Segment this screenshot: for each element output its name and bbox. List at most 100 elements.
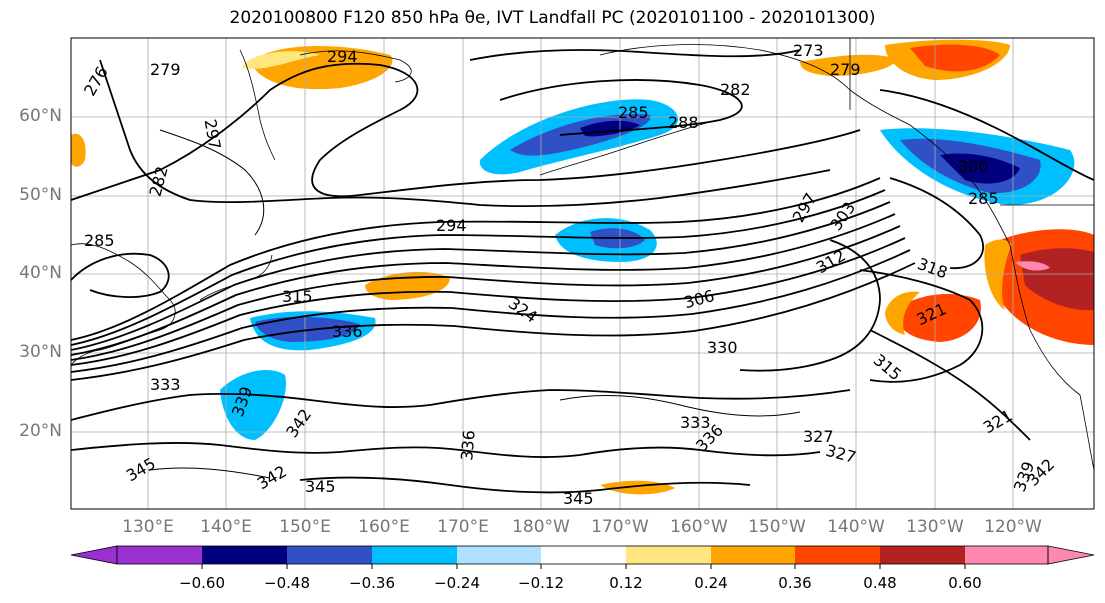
- shade-orange-bottom: [600, 480, 675, 495]
- lat-label-30: 30°N: [19, 342, 62, 362]
- coast-aleutians: [539, 121, 711, 176]
- shade-orange-east-edge: [885, 291, 920, 335]
- contour-label: 336: [457, 429, 479, 461]
- coast-uswest: [1009, 244, 1081, 396]
- contour-ne-1: [879, 89, 1094, 181]
- contour-label: 342: [282, 405, 315, 441]
- contour-label: 327: [824, 441, 858, 467]
- map-frame: [70, 37, 1095, 510]
- shade-yellow-nw: [242, 51, 320, 69]
- contour-jet-1: [71, 177, 881, 341]
- colorbar-tick-label: −0.36: [349, 574, 395, 592]
- shade-orange-ne: [800, 54, 896, 76]
- colorbar-segment-over: [965, 546, 1048, 564]
- colorbar-min-extension: [70, 545, 118, 565]
- shade-orange-left: [71, 133, 86, 167]
- lon-label-130w: 130°W: [906, 517, 964, 537]
- colorbar-segment-6: [626, 546, 711, 564]
- contour-label: 279: [830, 60, 861, 79]
- map-plot-area: 276 279 294 273 279 282 285 288 297 282 …: [71, 38, 1094, 509]
- thin-contour-2: [559, 394, 801, 417]
- contour-east-3: [869, 329, 1031, 441]
- contour-south-3: [299, 476, 751, 494]
- lon-label-140e: 140°E: [200, 517, 252, 537]
- shade-red-ne: [910, 44, 1000, 72]
- contour-label: 306: [682, 286, 716, 312]
- theta-e-contours: [71, 49, 1094, 494]
- contour-label: 285: [618, 103, 649, 122]
- coast-asia: [71, 243, 176, 366]
- colorbar-ticks: [201, 564, 966, 569]
- contour-jet-5: [71, 225, 901, 361]
- thin-contour-3: [149, 467, 271, 479]
- colorbar-max-extension: [1047, 545, 1095, 565]
- lon-label-120w: 120°W: [984, 517, 1042, 537]
- contour-label: 315: [870, 350, 906, 384]
- contour-north-1: [71, 62, 861, 201]
- contour-label: 279: [150, 60, 181, 79]
- colorbar: [70, 545, 1095, 569]
- lat-label-40: 40°N: [19, 263, 62, 283]
- shade-navy-alaska: [940, 153, 1020, 184]
- lon-label-160w: 160°W: [670, 517, 728, 537]
- colorbar-tick-label: −0.48: [264, 574, 310, 592]
- lon-label-160e: 160°E: [358, 517, 410, 537]
- coast-alaska: [599, 44, 911, 126]
- colorbar-segment-8: [795, 546, 880, 564]
- lon-label-150w: 150°W: [748, 517, 806, 537]
- lat-label-60: 60°N: [19, 106, 62, 126]
- lat-label-20: 20°N: [19, 421, 62, 441]
- shade-pink-west-us: [1015, 261, 1050, 271]
- contour-label: 345: [305, 477, 336, 496]
- contour-label: 333: [680, 413, 711, 432]
- colorbar-tick-label: 0.60: [948, 574, 982, 592]
- contour-nw-loop: [71, 252, 170, 298]
- contour-jet-6: [71, 237, 906, 366]
- contour-east-1: [739, 239, 881, 372]
- colorbar-tick-label: −0.12: [518, 574, 564, 592]
- contour-jet-8: [71, 262, 916, 381]
- shade-orange-east: [895, 294, 981, 342]
- contour-label: 330: [707, 338, 738, 357]
- contour-south-2: [71, 442, 821, 458]
- contour-jet-7: [71, 249, 911, 373]
- lat-label-50: 50°N: [19, 185, 62, 205]
- contour-jet-4: [71, 213, 896, 356]
- colorbar-segment-1: [202, 546, 287, 564]
- colorbar-tick-label: −0.24: [434, 574, 480, 592]
- contour-jet-3: [71, 201, 891, 351]
- contour-label: 294: [327, 47, 358, 66]
- colorbar-segment-under: [117, 546, 202, 564]
- lon-label-130e: 130°E: [122, 517, 174, 537]
- colorbar-tick-label: 0.36: [778, 574, 812, 592]
- contour-east-2: [859, 269, 984, 383]
- thin-contour-1: [159, 129, 265, 236]
- lon-label-180w: 180°W: [512, 517, 570, 537]
- colorbar-segment-2: [287, 546, 372, 564]
- shade-orange-west-us-rim: [984, 239, 1012, 310]
- coast-mexico: [1079, 394, 1094, 471]
- coast-siberia: [299, 50, 412, 83]
- contour-label: 336: [332, 322, 363, 341]
- contour-label: 333: [150, 375, 181, 394]
- contour-jet-2: [71, 189, 886, 346]
- lon-label-140w: 140°W: [827, 517, 885, 537]
- map-title: 2020100800 F120 850 hPa θe, IVT Landfall…: [229, 8, 876, 28]
- contour-label: 285: [84, 231, 115, 250]
- colorbar-tick-label: 0.48: [863, 574, 897, 592]
- contour-label: 282: [720, 80, 751, 99]
- contour-south-1: [71, 389, 851, 421]
- contour-label: 342: [254, 462, 290, 494]
- colorbar-tick-label: 0.24: [694, 574, 728, 592]
- colorbar-tick-label: −0.60: [179, 574, 225, 592]
- coastlines: [71, 38, 1094, 471]
- lon-label-170e: 170°E: [437, 517, 489, 537]
- contour-label: 327: [803, 427, 834, 446]
- contour-label: 315: [282, 287, 313, 306]
- colorbar-segment-5: [541, 546, 626, 564]
- contour-label: 345: [123, 454, 159, 486]
- colorbar-segment-9: [880, 546, 965, 564]
- contour-label: 300: [958, 157, 989, 176]
- contour-north-3: [469, 49, 801, 61]
